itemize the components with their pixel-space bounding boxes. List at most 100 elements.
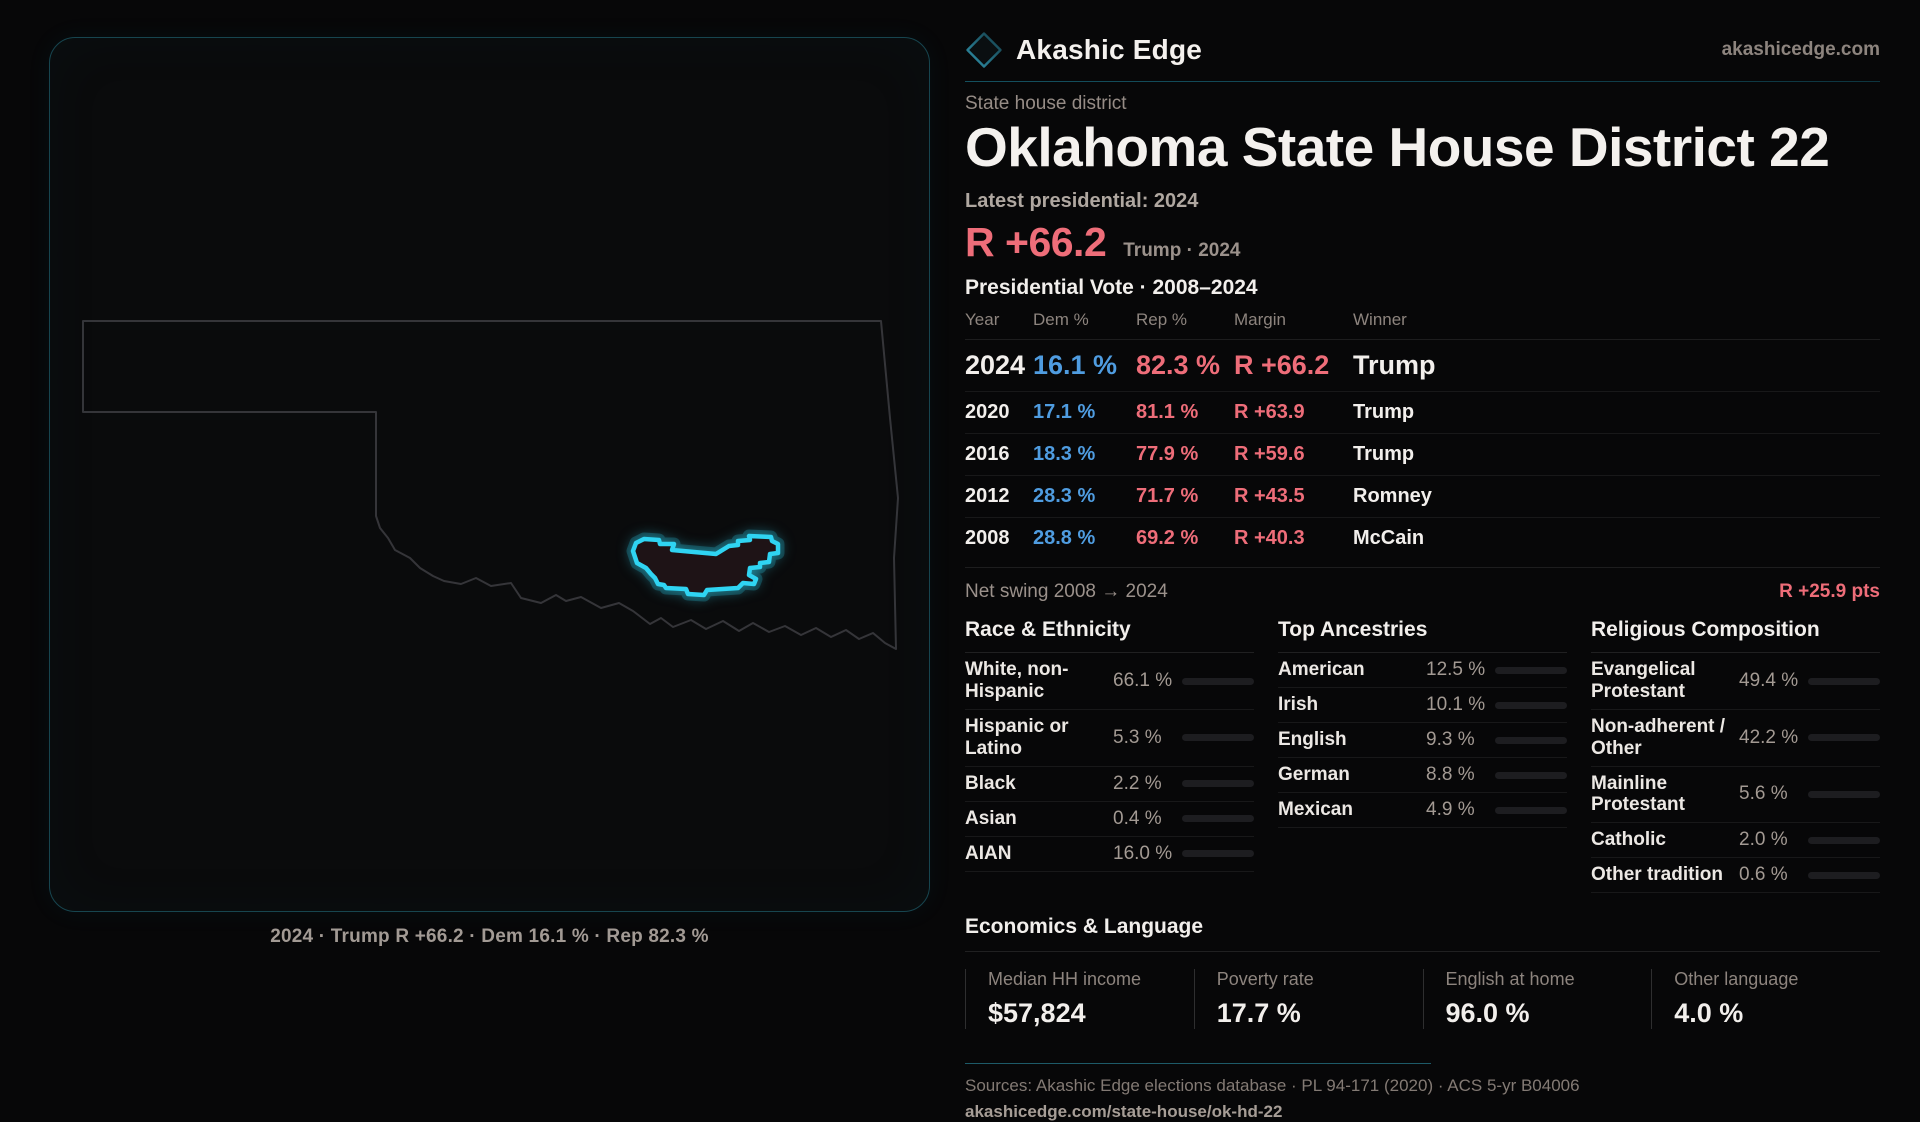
net-swing-row: Net swing 2008 → 2024 R +25.9 pts bbox=[965, 567, 1880, 603]
demographics-grid: Race & Ethnicity White, non-Hispanic 66.1 … bbox=[965, 618, 1880, 894]
vote-year-2012: 2012 bbox=[965, 485, 1010, 508]
vote-rep-2020: 81.1 % bbox=[1136, 401, 1199, 424]
vote-margin-2020: R +63.9 bbox=[1234, 401, 1305, 424]
vote-row-2008: 2008 28.8 % 69.2 % R +40.3 McCain bbox=[965, 518, 1880, 559]
demo-row-other-tradition: Other tradition 0.6 % bbox=[1591, 858, 1880, 894]
vote-margin-2016: R +59.6 bbox=[1234, 443, 1305, 466]
vote-winner-2020: Trump bbox=[1353, 401, 1415, 424]
stat-label-other-language: Other language bbox=[1674, 969, 1799, 990]
demo-bar-german bbox=[1495, 771, 1567, 779]
section-title-top-ancestries: Top Ancestries bbox=[1278, 618, 1567, 654]
vote-rep-2024: 82.3 % bbox=[1136, 350, 1221, 381]
vote-winner-2016: Trump bbox=[1353, 443, 1415, 466]
demo-label-hispanic-or-latino: Hispanic or Latino bbox=[965, 715, 1069, 759]
demo-row-hispanic-or-latino: Hispanic or Latino 5.3 % bbox=[965, 710, 1254, 767]
section-religious-composition: Religious Composition Evangelical Protest… bbox=[1591, 618, 1880, 894]
demo-value-asian: 0.4 % bbox=[1113, 807, 1162, 829]
sources-note: Sources: Akashic Edge elections database… bbox=[965, 1076, 1580, 1096]
district-map-panel bbox=[49, 37, 930, 912]
headline-margin: R +66.2 bbox=[965, 219, 1107, 266]
demo-label-asian: Asian bbox=[965, 807, 1017, 829]
demo-label-mainline-protestant: Mainline Protestant bbox=[1591, 772, 1685, 816]
demo-bar-irish bbox=[1495, 701, 1567, 709]
footer-divider bbox=[965, 1063, 1431, 1065]
stat-label-english-at-home: English at home bbox=[1445, 969, 1575, 990]
oklahoma-state-outline bbox=[82, 320, 899, 650]
demo-bar-asian bbox=[1182, 815, 1254, 823]
stat-label-median-hh-income: Median HH income bbox=[988, 969, 1142, 990]
demo-label-non-adherent-other: Non-adherent / Other bbox=[1591, 715, 1726, 759]
demo-value-white-non-hispanic: 66.1 % bbox=[1113, 670, 1173, 692]
demo-value-english: 9.3 % bbox=[1426, 729, 1475, 751]
demo-bar-mexican bbox=[1495, 806, 1567, 814]
demo-label-aian: AIAN bbox=[965, 842, 1012, 864]
demo-value-german: 8.8 % bbox=[1426, 764, 1475, 786]
demo-row-white-non-hispanic: White, non-Hispanic 66.1 % bbox=[965, 653, 1254, 710]
section-race-ethnicity: Race & Ethnicity White, non-Hispanic 66.1 … bbox=[965, 618, 1254, 893]
permalink[interactable]: akashicedge.com/state-house/ok-hd-22 bbox=[965, 1102, 1283, 1122]
vote-rep-2008: 69.2 % bbox=[1136, 527, 1199, 550]
demo-row-black: Black 2.2 % bbox=[965, 767, 1254, 802]
header-divider bbox=[965, 81, 1880, 82]
demo-row-aian: AIAN 16.0 % bbox=[965, 837, 1254, 872]
demo-label-german: German bbox=[1278, 764, 1350, 786]
column-header-rep: Rep % bbox=[1136, 310, 1188, 330]
vote-winner-2012: Romney bbox=[1353, 485, 1432, 508]
demo-row-irish: Irish 10.1 % bbox=[1278, 688, 1567, 724]
stat-english-at-home: English at home 96.0 % bbox=[1422, 969, 1652, 1030]
district-22-shape[interactable] bbox=[630, 533, 781, 598]
page-title: Oklahoma State House District 22 bbox=[965, 116, 1830, 178]
demo-label-white-non-hispanic: White, non-Hispanic bbox=[965, 659, 1069, 703]
economics-title: Economics & Language bbox=[965, 915, 1880, 953]
vote-row-2024: 2024 16.1 % 82.3 % R +66.2 Trump bbox=[965, 340, 1880, 393]
stat-other-language: Other language 4.0 % bbox=[1651, 969, 1880, 1030]
vote-dem-2008: 28.8 % bbox=[1033, 527, 1096, 550]
demo-value-hispanic-or-latino: 5.3 % bbox=[1113, 726, 1162, 748]
demo-row-mexican: Mexican 4.9 % bbox=[1278, 793, 1567, 829]
demo-value-american: 12.5 % bbox=[1426, 659, 1486, 681]
demo-bar-white-non-hispanic bbox=[1182, 677, 1254, 685]
vote-row-2016: 2016 18.3 % 77.9 % R +59.6 Trump bbox=[965, 434, 1880, 477]
vote-table-rows: 2024 16.1 % 82.3 % R +66.2 Trump 2020 17.1 % 81… bbox=[965, 340, 1880, 559]
vote-winner-2008: McCain bbox=[1353, 527, 1425, 550]
column-header-dem: Dem % bbox=[1033, 310, 1089, 330]
demo-bar-catholic bbox=[1808, 836, 1880, 844]
headline-margin-note: Trump · 2024 bbox=[1123, 240, 1241, 262]
demo-label-other-tradition: Other tradition bbox=[1591, 864, 1723, 886]
brand-name: Akashic Edge bbox=[1016, 34, 1203, 65]
demo-label-evangelical-protestant: Evangelical Protestant bbox=[1591, 659, 1696, 703]
net-swing-label: Net swing 2008 → 2024 bbox=[965, 581, 1168, 603]
demo-bar-black bbox=[1182, 780, 1254, 788]
demo-bar-hispanic-or-latino bbox=[1182, 734, 1254, 742]
vote-row-2020: 2020 17.1 % 81.1 % R +63.9 Trump bbox=[965, 392, 1880, 435]
oklahoma-map bbox=[82, 320, 899, 650]
demo-row-english: English 9.3 % bbox=[1278, 723, 1567, 759]
demo-value-irish: 10.1 % bbox=[1426, 694, 1486, 716]
demo-bar-american bbox=[1495, 666, 1567, 674]
vote-margin-2008: R +40.3 bbox=[1234, 527, 1305, 550]
vote-year-2016: 2016 bbox=[965, 443, 1010, 466]
stat-value-english-at-home: 96.0 % bbox=[1445, 998, 1530, 1029]
site-link[interactable]: akashicedge.com bbox=[1721, 39, 1880, 60]
demo-value-other-tradition: 0.6 % bbox=[1739, 864, 1788, 886]
stat-value-poverty-rate: 17.7 % bbox=[1216, 998, 1301, 1029]
demo-label-american: American bbox=[1278, 659, 1365, 681]
column-header-year: Year bbox=[965, 310, 1000, 330]
demo-row-catholic: Catholic 2.0 % bbox=[1591, 823, 1880, 859]
demo-row-mainline-protestant: Mainline Protestant 5.6 % bbox=[1591, 767, 1880, 824]
demo-value-black: 2.2 % bbox=[1113, 772, 1162, 794]
demo-value-catholic: 2.0 % bbox=[1739, 829, 1788, 851]
vote-margin-2024: R +66.2 bbox=[1234, 350, 1330, 381]
demo-bar-english bbox=[1495, 736, 1567, 744]
demo-bar-other-tradition bbox=[1808, 871, 1880, 879]
demo-label-irish: Irish bbox=[1278, 694, 1319, 716]
section-title-religious-composition: Religious Composition bbox=[1591, 618, 1880, 654]
demo-bar-evangelical-protestant bbox=[1808, 677, 1880, 685]
headline-margin-row: R +66.2 Trump · 2024 bbox=[965, 219, 1880, 266]
vote-winner-2024: Trump bbox=[1353, 350, 1436, 381]
vote-table-header: Year Dem % Rep % Margin Winner bbox=[965, 310, 1880, 341]
vote-table-title: Presidential Vote · 2008–2024 bbox=[965, 276, 1258, 300]
demo-row-asian: Asian 0.4 % bbox=[965, 802, 1254, 837]
column-header-margin: Margin bbox=[1234, 310, 1286, 330]
district-report: Akashic Edge akashicedge.com State house… bbox=[965, 30, 1880, 1122]
